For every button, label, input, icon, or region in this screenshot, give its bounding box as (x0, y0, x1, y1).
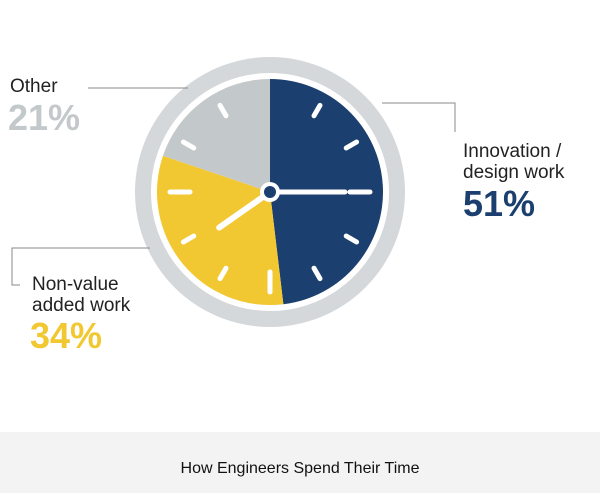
clock-tick (180, 139, 197, 151)
clock-tick (311, 265, 323, 282)
leader-line (11, 247, 150, 286)
clock-tick (217, 265, 229, 282)
category-label: Non-value added work (32, 274, 131, 316)
value-label: 21% (8, 97, 81, 138)
clock-tick (343, 233, 360, 245)
clock-hand (216, 189, 273, 231)
chart-title: How Engineers Spend Their Time (180, 460, 420, 477)
clock-tick (343, 139, 360, 151)
caption-bar: How Engineers Spend Their Time (0, 432, 600, 493)
clock-tick (180, 233, 197, 245)
chart (11, 57, 456, 327)
clock-tick (311, 102, 323, 119)
clock-tick (217, 102, 229, 119)
value-label: 34% (30, 315, 103, 356)
clock-center (264, 186, 276, 198)
category-label: Innovation / design work (463, 141, 565, 183)
pie-slice (162, 79, 270, 192)
category-label: Other (10, 76, 58, 97)
value-label: 51% (463, 183, 536, 224)
leader-line (382, 102, 456, 132)
